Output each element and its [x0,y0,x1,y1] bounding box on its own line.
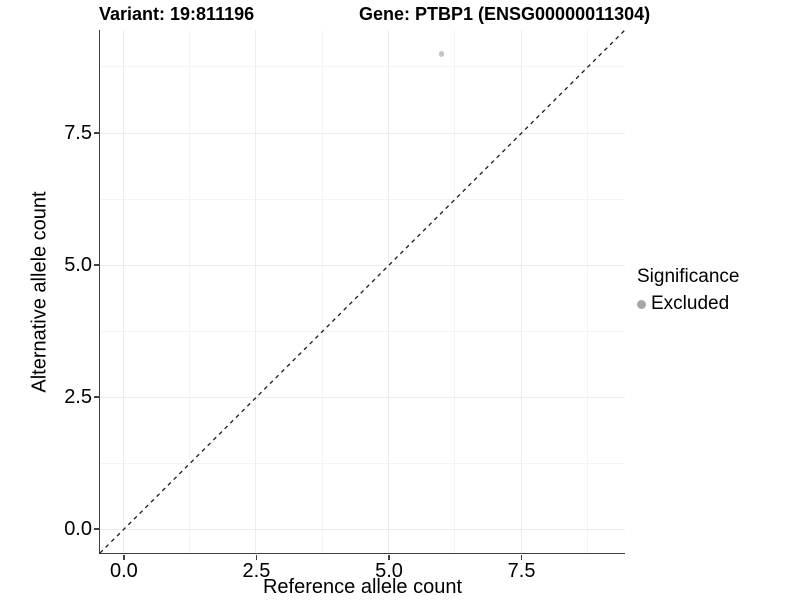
gridline-y-minor [99,66,625,68]
y-tick-label: 0.0 [64,518,92,541]
legend-title: Significance [637,266,740,287]
gridline-y-major [99,396,625,398]
y-tick-label: 2.5 [64,386,92,409]
y-tick-mark [94,396,99,398]
x-tick-label: 5.0 [375,560,403,582]
legend: Significance Excluded [637,266,739,315]
x-tick-label: 2.5 [242,560,271,582]
identity-dashed-line [99,30,625,553]
y-tick-mark [94,528,99,530]
gridline-y-major [99,264,625,266]
gridline-x-major [122,30,124,553]
data-point [438,50,445,57]
legend-item-excluded: Excluded [637,293,739,315]
gridline-y-major [99,528,625,530]
plot-title-gene: Gene: PTBP1 (ENSG00000011304) [359,4,651,24]
y-tick-mark [94,264,99,266]
x-tick-label: 0.0 [109,560,138,582]
x-tick-mark [255,555,258,560]
gridline-x-major [520,30,522,553]
plot-title-variant: Variant: 19:811196 [99,4,255,24]
x-tick-mark [520,555,523,560]
y-tick-label: 7.5 [64,122,92,144]
x-tick-mark [388,555,390,560]
legend-marker-circle-icon [637,299,646,309]
gridline-x-major [388,30,389,553]
y-axis-title: Alternative allele count [28,191,51,393]
legend-item-label: Excluded [651,293,730,314]
gridline-x-minor [454,30,456,553]
gridline-y-minor [99,462,625,464]
x-tick-mark [123,555,125,560]
gridline-x-minor [321,30,323,553]
plot-panel [98,30,625,554]
x-axis-title: Reference allele count [262,576,462,598]
y-tick-mark [94,132,99,134]
reference-diagonal-layer [99,30,625,553]
gridline-x-minor [189,30,191,553]
y-tick-label: 5.0 [64,254,92,277]
gridline-y-major [99,132,625,134]
gridline-x-major [255,30,257,553]
gridline-x-minor [586,30,588,553]
gridline-y-minor [99,198,625,200]
gridline-y-minor [99,330,625,332]
x-tick-label: 7.5 [507,560,536,582]
